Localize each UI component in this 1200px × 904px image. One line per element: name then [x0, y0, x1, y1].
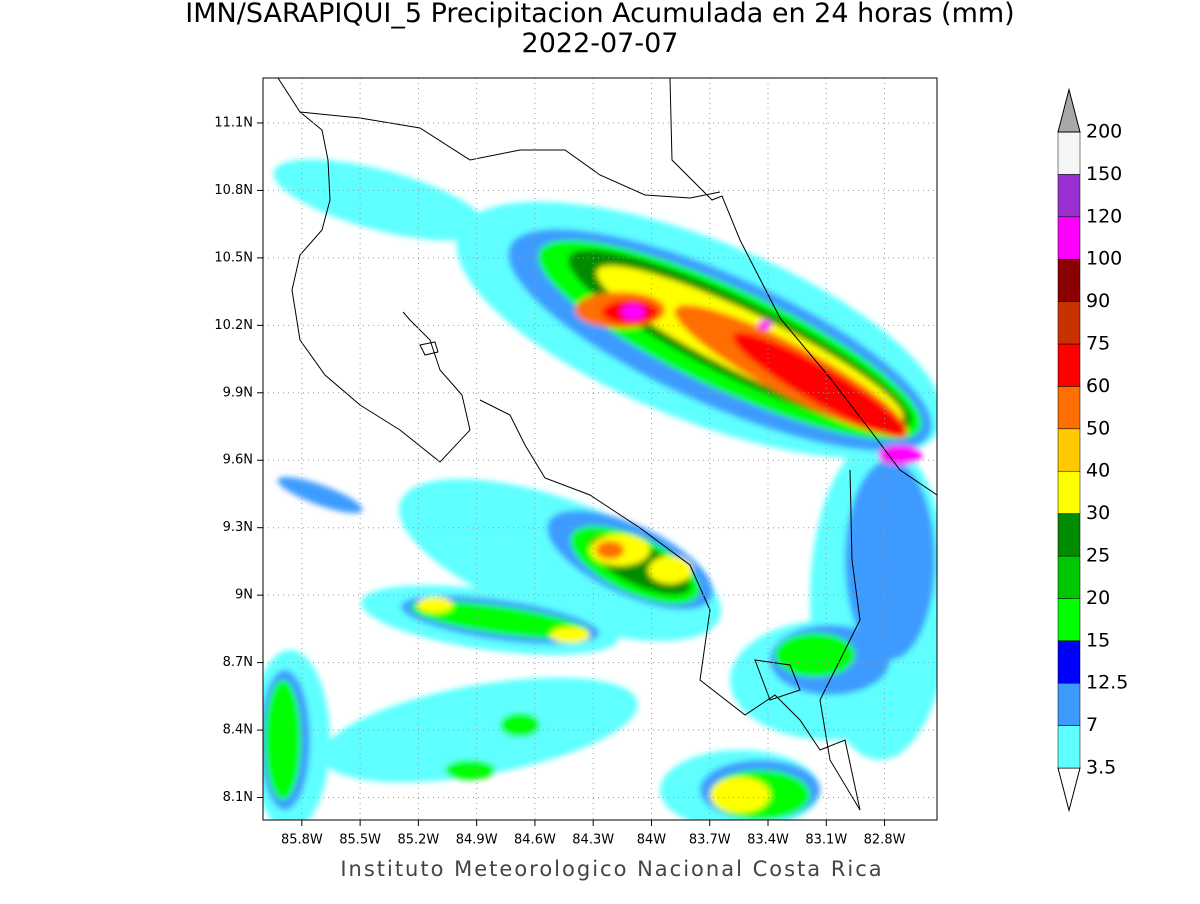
- colorbar-label: 50: [1086, 417, 1110, 439]
- x-tick-label: 82.8W: [864, 833, 906, 848]
- colorbar-label: 25: [1086, 545, 1110, 567]
- x-tick-label: 85.5W: [339, 833, 381, 848]
- colorbar-label: 90: [1086, 290, 1110, 312]
- footer: Instituto Meteorologico Nacional Costa R…: [340, 857, 883, 881]
- colorbar-box: [1057, 216, 1081, 260]
- colorbar-box: [1057, 555, 1081, 599]
- x-tick-label: 83.4W: [747, 833, 789, 848]
- colorbar-box: [1057, 386, 1081, 430]
- colorbar-under: [1057, 767, 1081, 813]
- colorbar-label: 60: [1086, 375, 1110, 397]
- y-tick-label: 11.1N: [214, 115, 253, 130]
- x-tick-label: 84.9W: [456, 833, 498, 848]
- colorbar-label: 12.5: [1086, 672, 1128, 694]
- colorbar-label: 200: [1086, 121, 1122, 143]
- colorbar-label: 75: [1086, 333, 1110, 355]
- colorbar-label: 20: [1086, 587, 1110, 609]
- y-tick-label: 8.1N: [223, 790, 253, 805]
- colorbar-label: 100: [1086, 248, 1122, 270]
- map-frame: [262, 77, 938, 821]
- y-tick-label: 10.5N: [214, 250, 253, 265]
- y-tick-label: 10.8N: [214, 183, 253, 198]
- colorbar-label: 3.5: [1086, 757, 1116, 779]
- colorbar-box: [1057, 640, 1081, 684]
- title: IMN/SARAPIQUI_5 Precipitacion Acumulada …: [185, 0, 1014, 29]
- colorbar-box: [1057, 258, 1081, 302]
- colorbar-label: 150: [1086, 163, 1122, 185]
- subtitle: 2022-07-07: [522, 28, 679, 59]
- colorbar-box: [1057, 725, 1081, 769]
- colorbar-label: 15: [1086, 629, 1110, 651]
- colorbar-over: [1057, 87, 1081, 133]
- x-tick-label: 84W: [637, 833, 667, 848]
- colorbar-box: [1057, 174, 1081, 218]
- colorbar-box: [1057, 513, 1081, 557]
- x-tick-label: 83.1W: [805, 833, 847, 848]
- x-tick-label: 84.6W: [514, 833, 556, 848]
- colorbar-box: [1057, 301, 1081, 345]
- colorbar-box: [1057, 470, 1081, 514]
- colorbar-label: 40: [1086, 460, 1110, 482]
- x-tick-label: 83.7W: [689, 833, 731, 848]
- colorbar-box: [1057, 343, 1081, 387]
- precipitation-field: [263, 159, 937, 820]
- colorbar-label: 120: [1086, 205, 1122, 227]
- y-tick-label: 10.2N: [214, 318, 253, 333]
- colorbar-label: 30: [1086, 502, 1110, 524]
- colorbar-box: [1057, 598, 1081, 642]
- y-tick-label: 9.3N: [223, 520, 253, 535]
- coastlines: [277, 78, 937, 811]
- y-tick-label: 8.4N: [223, 723, 253, 738]
- y-tick-label: 8.7N: [223, 655, 253, 670]
- y-tick-label: 9N: [235, 588, 253, 603]
- colorbar-box: [1057, 682, 1081, 726]
- x-tick-label: 85.2W: [397, 833, 439, 848]
- x-tick-label: 84.3W: [572, 833, 614, 848]
- colorbar-label: 7: [1086, 714, 1098, 736]
- y-tick-label: 9.6N: [223, 453, 253, 468]
- colorbar-box: [1057, 131, 1081, 175]
- y-tick-label: 9.9N: [223, 385, 253, 400]
- colorbar-box: [1057, 428, 1081, 472]
- x-tick-label: 85.8W: [281, 833, 323, 848]
